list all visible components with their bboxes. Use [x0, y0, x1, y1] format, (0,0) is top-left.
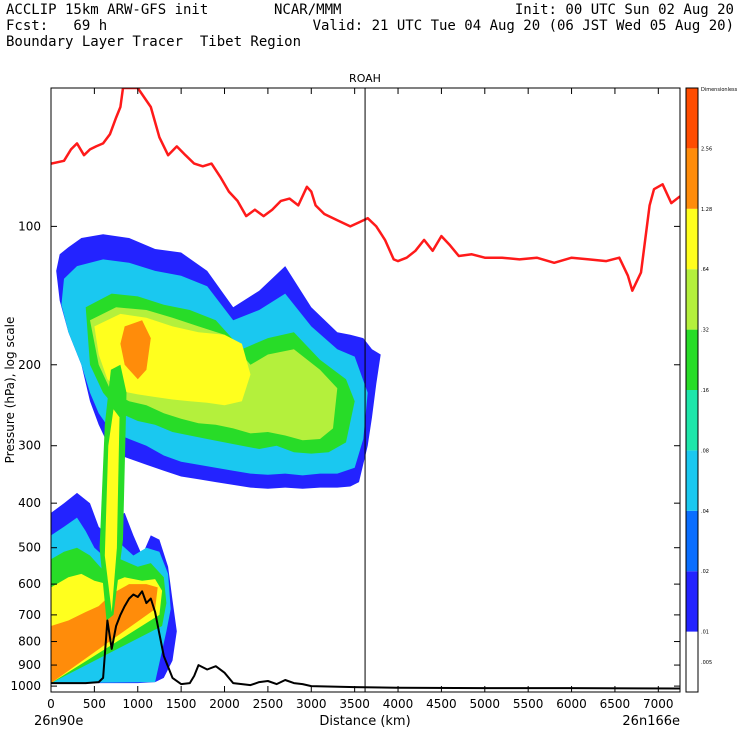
colorbar-swatch	[686, 510, 698, 572]
y-tick-label: 400	[18, 496, 41, 510]
x-tick-label: 5000	[470, 697, 501, 711]
overlay-lines	[51, 88, 680, 690]
colorbar-tick-label: .01	[701, 630, 709, 636]
vertical-stem-level-7	[104, 409, 120, 612]
chart-title: ROAH	[349, 72, 381, 85]
x-tick-label: 3000	[296, 697, 327, 711]
colorbar-swatch	[686, 390, 698, 451]
y-tick-label: 900	[18, 658, 41, 672]
x-axis-label: Distance (km)	[319, 714, 410, 729]
colorbar: .005 .01 .02 .04 .08 .16 .32 .64 1.28 2.56 Dimensi…	[685, 87, 738, 693]
colorbar-tick-label: .08	[701, 448, 709, 454]
tracer-contours	[51, 234, 381, 684]
colorbar-swatch	[686, 631, 698, 692]
x-tick-label: 7000	[643, 697, 674, 711]
colorbar-swatch	[686, 450, 698, 511]
x-tick-label: 2500	[253, 697, 284, 711]
terrain-line	[51, 590, 680, 690]
colorbar-tick-label: .64	[701, 267, 709, 273]
y-tick-label: 200	[18, 358, 41, 372]
colorbar-tick-label: .16	[701, 388, 709, 394]
colorbar-swatch	[686, 329, 698, 390]
header-institution: NCAR/MMM	[274, 2, 342, 18]
header-forecast-hour: Fcst: 69 h	[6, 18, 108, 34]
upper-plume-level-8	[120, 320, 151, 380]
tropopause-line	[51, 88, 680, 292]
colorbar-tick-label: .32	[701, 328, 709, 334]
x-tick-label: 2000	[209, 697, 240, 711]
colorbar-frame	[685, 87, 699, 693]
header-init-time: Init: 00 UTC Sun 02 Aug 20	[514, 2, 734, 18]
header-valid-time: Valid: 21 UTC Tue 04 Aug 20 (06 JST Wed …	[312, 18, 734, 34]
y-tick-label: 1000	[10, 679, 41, 693]
y-axis-label: Pressure (hPa), log scale	[3, 317, 17, 464]
x-tick-label: 6500	[600, 697, 631, 711]
x-tick-label: 1000	[122, 697, 153, 711]
y-tick-label: 300	[18, 439, 41, 453]
x-tick-label: 0	[47, 697, 55, 711]
colorbar-swatch	[686, 208, 698, 270]
y-tick-label: 800	[18, 635, 41, 649]
x-end-label: 26n166e	[622, 714, 680, 729]
lower-plume-level-8	[51, 584, 158, 684]
colorbar-swatch	[686, 269, 698, 330]
y-tick-label: 600	[18, 577, 41, 591]
colorbar-tick-label: 1.28	[701, 207, 712, 213]
colorbar-swatch	[686, 571, 698, 632]
x-tick-label: 3500	[339, 697, 370, 711]
y-tick-label: 500	[18, 541, 41, 555]
colorbar-unit-label: Dimensionless	[701, 87, 738, 93]
colorbar-tick-label: .04	[701, 509, 709, 515]
plot-frame	[50, 87, 681, 693]
x-tick-label: 4500	[426, 697, 457, 711]
colorbar-tick-label: 2.56	[701, 146, 712, 152]
x-tick-label: 4000	[383, 697, 414, 711]
header-field-title: Boundary Layer Tracer Tibet Region	[6, 34, 302, 50]
x-tick-label: 6000	[556, 697, 587, 711]
colorbar-swatch	[686, 148, 698, 209]
colorbar-tick-label: .005	[701, 660, 712, 666]
x-tick-label: 500	[83, 697, 106, 711]
header-model-title: ACCLIP 15km ARW-GFS init	[6, 2, 209, 18]
x-start-label: 26n90e	[34, 714, 83, 729]
x-tick-label: 5500	[513, 697, 544, 711]
axis-ticks: 0 500 1000 1500 2000 2500 3000 3500 4000 4500 5000…	[10, 88, 680, 711]
colorbar-swatch	[686, 88, 698, 149]
y-tick-label: 700	[18, 608, 41, 622]
y-tick-label: 100	[18, 219, 41, 233]
colorbar-tick-label: .02	[701, 569, 709, 575]
x-tick-label: 1500	[166, 697, 197, 711]
